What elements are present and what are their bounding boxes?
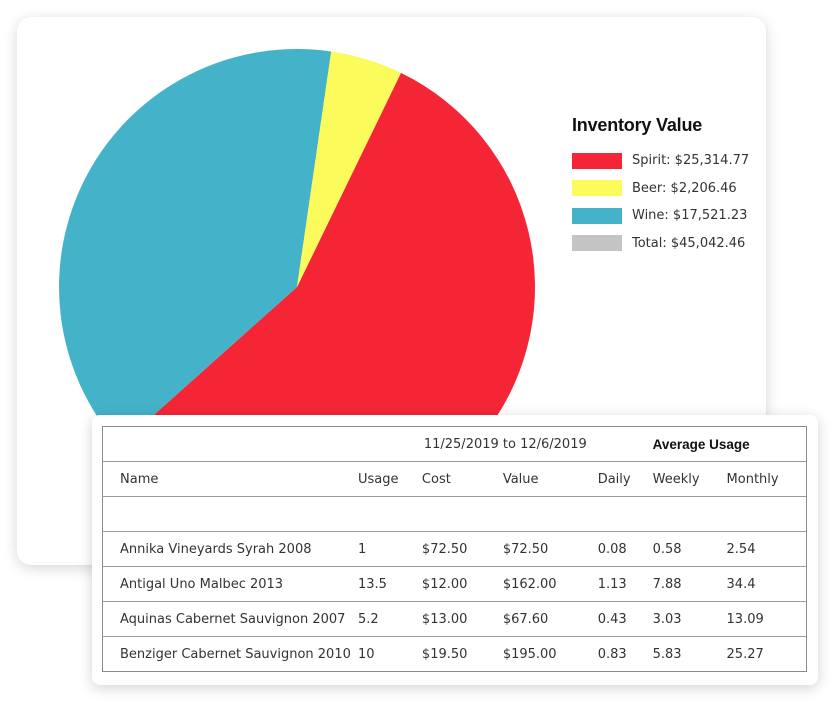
legend-swatch-beer [572, 180, 622, 197]
group-header-row: 11/25/2019 to 12/6/2019 Average Usage [102, 426, 807, 462]
cell-monthly: 2.54 [726, 531, 807, 567]
cell-value: $162.00 [502, 566, 598, 602]
usage-table: 11/25/2019 to 12/6/2019 Average Usage Na… [102, 426, 807, 672]
cell-value: $67.60 [502, 601, 598, 637]
cell-cost: $72.50 [421, 531, 503, 567]
legend-swatch-total [572, 235, 622, 252]
cell-weekly: 7.88 [652, 566, 727, 602]
cell-usage: 13.5 [358, 566, 422, 602]
cell-daily: 0.83 [597, 646, 627, 662]
cell-monthly: 13.09 [726, 601, 807, 637]
cell-weekly: 3.03 [652, 601, 727, 637]
column-header-weekly: Weekly [652, 461, 727, 497]
table-row[interactable]: Annika Vineyards Syrah 2008 1 $72.50 $72… [102, 531, 807, 567]
chart-legend: Inventory Value Spirit: $25,314.77 Beer:… [572, 115, 749, 257]
average-usage-heading: Average Usage [652, 426, 807, 462]
pie-slice-spirit [119, 72, 535, 525]
cell-cost: $12.00 [421, 566, 503, 602]
legend-label-wine: Wine: $17,521.23 [632, 208, 748, 224]
cell-value: $195.00 [502, 646, 557, 662]
cell-name: Aquinas Cabernet Sauvignon 2007 [102, 601, 358, 637]
cell-daily: 1.13 [597, 566, 653, 602]
cell-name: Benziger Cabernet Sauvignon 2010 [120, 646, 351, 662]
cell-cost: $19.50 [421, 646, 468, 662]
cell-daily: 0.08 [597, 531, 653, 567]
cell-value: $72.50 [502, 531, 598, 567]
cell-usage: 10 [358, 646, 375, 662]
pie-slice-beer [297, 51, 401, 287]
cell-name: Antigal Uno Malbec 2013 [102, 566, 358, 602]
table-row[interactable]: Aquinas Cabernet Sauvignon 2007 5.2 $13.… [102, 601, 807, 637]
legend-label-beer: Beer: $2,206.46 [632, 180, 737, 196]
cell-weekly: 5.83 [652, 646, 682, 662]
column-header-value: Value [502, 461, 598, 497]
legend-item-wine: Wine: $17,521.23 [572, 202, 749, 230]
legend-item-total: Total: $45,042.46 [572, 230, 749, 258]
column-header-daily: Daily [597, 461, 653, 497]
legend-swatch-spirit [572, 152, 622, 169]
column-header-usage: Usage [358, 461, 422, 497]
date-range: 11/25/2019 to 12/6/2019 [358, 426, 653, 462]
pie-chart [58, 49, 535, 525]
legend-item-beer: Beer: $2,206.46 [572, 175, 749, 203]
column-header-name: Name [102, 461, 358, 497]
cell-monthly: 25.27 [726, 646, 764, 662]
column-header-cost: Cost [421, 461, 503, 497]
cell-name: Annika Vineyards Syrah 2008 [102, 531, 358, 567]
legend-title: Inventory Value [572, 115, 703, 135]
column-header-row: Name Usage Cost Value Daily Weekly Month… [102, 461, 807, 497]
legend-item-spirit: Spirit: $25,314.77 [572, 147, 749, 175]
legend-swatch-wine [572, 207, 622, 224]
usage-table-card: 11/25/2019 to 12/6/2019 Average Usage Na… [92, 415, 818, 685]
table-row[interactable]: Antigal Uno Malbec 2013 13.5 $12.00 $162… [102, 566, 807, 602]
pie-slice-wine [58, 49, 332, 446]
table-spacer-row [102, 496, 807, 532]
cell-cost: $13.00 [421, 601, 503, 637]
legend-label-total: Total: $45,042.46 [632, 235, 746, 251]
cell-daily: 0.43 [597, 601, 653, 637]
cell-usage: 1 [358, 531, 422, 567]
table-row[interactable]: Benziger Cabernet Sauvignon 2010 10 $19.… [103, 637, 807, 672]
column-header-monthly: Monthly [726, 461, 807, 497]
cell-usage: 5.2 [358, 601, 422, 637]
cell-monthly: 34.4 [726, 566, 807, 602]
legend-label-spirit: Spirit: $25,314.77 [632, 153, 750, 169]
cell-weekly: 0.58 [652, 531, 727, 567]
